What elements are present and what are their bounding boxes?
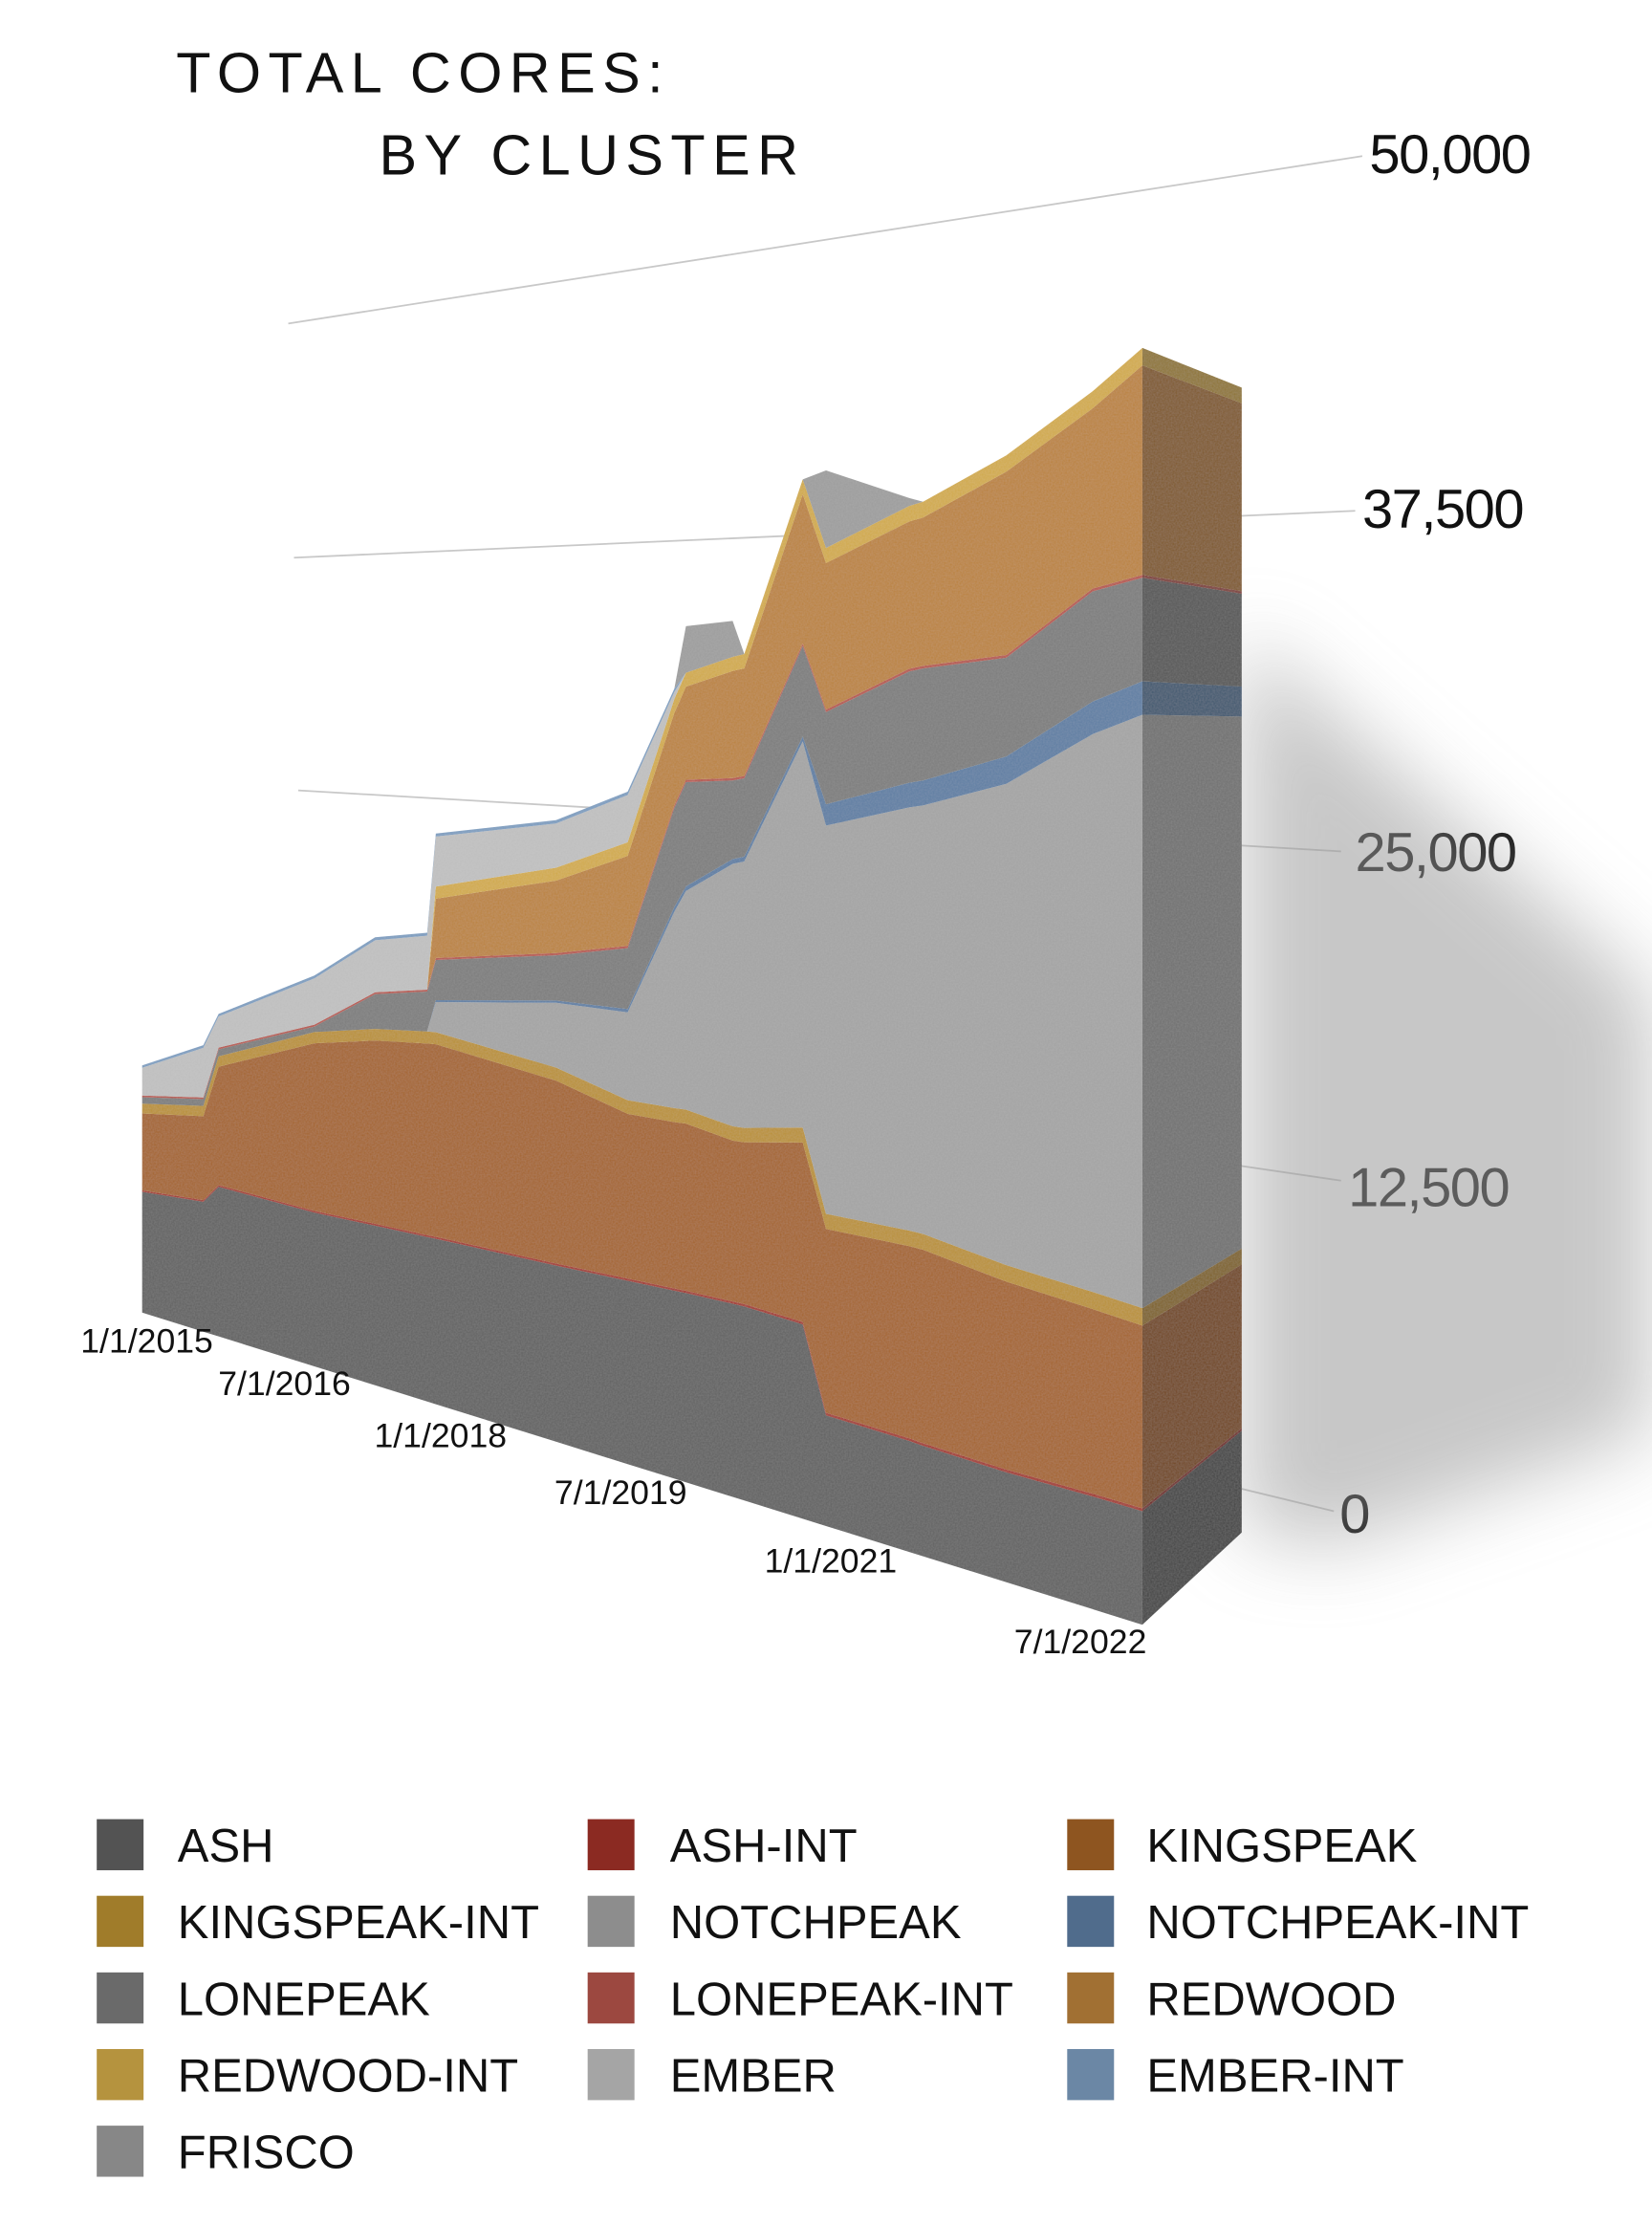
legend-label: ASH [178,1821,274,1872]
area-kingspeak-int [141,1029,1142,1326]
legend-label: EMBER [670,2050,837,2102]
area-lonepeak-int [141,575,1142,1100]
legend-item-ash-int: ASH-INT [587,1819,858,1872]
x-tick-label: 7/1/2022 [1014,1623,1147,1661]
legend-label: EMBER-INT [1146,2050,1403,2102]
legend-item-kingspeak: KINGSPEAK [1067,1819,1418,1872]
area-notchpeak [141,714,1142,1309]
side-area-ash-int [1141,1428,1242,1512]
legend-item-notchpeak-int: NOTCHPEAK-INT [1067,1895,1529,1949]
chart-side-face [1141,347,1242,1625]
y-tick-label: 37,500 [1362,479,1523,540]
area-ash [141,1187,1142,1625]
area-ember [141,347,1142,1098]
legend-swatch [587,1972,635,2024]
legend-swatch [97,1895,144,1948]
legend-item-redwood: REDWOOD [1067,1972,1397,2025]
legend-label: NOTCHPEAK-INT [1146,1897,1529,1949]
legend-label: REDWOOD-INT [178,2050,518,2102]
gridline [288,155,1363,325]
legend-label: KINGSPEAK [1146,1821,1417,1872]
legend-item-ember: EMBER [587,2048,837,2102]
x-tick-label: 1/1/2018 [374,1417,507,1455]
side-area-redwood [1141,365,1242,592]
side-area-lonepeak-int [1141,575,1242,594]
legend-swatch [1067,2048,1115,2101]
chart-title: TOTAL CORES: [176,40,670,104]
legend-item-lonepeak-int: LONEPEAK-INT [587,1972,1013,2025]
shadow-shape [1241,631,1652,1547]
legend-swatch [1067,1972,1115,2024]
legend-label: LONEPEAK-INT [670,1974,1013,2025]
area-redwood [141,365,1142,1098]
legend-item-frisco: FRISCO [97,2126,355,2179]
legend-item-redwood-int: REDWOOD-INT [97,2048,518,2102]
x-tick-label: 1/1/2015 [80,1321,213,1360]
area-kingspeak [141,1040,1142,1509]
legend-swatch [97,2126,144,2177]
y-tick-label: 50,000 [1369,124,1530,185]
chart-subtitle: BY CLUSTER [380,123,806,187]
legend-label: ASH-INT [670,1821,858,1872]
side-area-notchpeak [1141,714,1242,1309]
side-area-kingspeak-int [1141,1248,1242,1326]
chart-front-face [141,347,1142,1625]
legend-label: REDWOOD [1146,1974,1396,2025]
legend-swatch [97,1972,144,2024]
legend-label: FRISCO [178,2127,355,2179]
area-lonepeak [141,578,1142,1106]
legend-item-ash: ASH [97,1819,274,1872]
legend-label: KINGSPEAK-INT [178,1897,539,1949]
legend-item-notchpeak: NOTCHPEAK [587,1895,962,1949]
legend-item-lonepeak: LONEPEAK [97,1972,430,2025]
x-tick-label: 7/1/2019 [554,1473,687,1512]
legend-swatch [97,2048,144,2101]
legend-swatch [587,1895,635,1948]
legend-item-kingspeak-int: KINGSPEAK-INT [97,1895,539,1949]
legend-swatch [587,2048,635,2101]
legend-swatch [1067,1895,1115,1948]
area-notchpeak-int [141,681,1142,1106]
legend-swatch [97,1819,144,1870]
chart-shadow [1241,631,1652,1547]
legend-label: LONEPEAK [178,1974,430,2025]
legend-swatch [587,1819,635,1870]
side-area-ash [1141,1430,1242,1625]
side-area-lonepeak [1141,578,1242,687]
side-area-kingspeak [1141,1264,1242,1509]
legend-item-ember-int: EMBER-INT [1067,2048,1404,2102]
side-area-redwood-int [1141,347,1242,404]
x-tick-label: 1/1/2021 [765,1541,898,1580]
x-tick-label: 7/1/2016 [218,1364,351,1403]
side-area-notchpeak-int [1141,681,1242,717]
legend-label: NOTCHPEAK [670,1897,962,1949]
legend-swatch [1067,1819,1115,1870]
legend: ASH ASH-INT KINGSPEAK KINGSPEAK-INT NOTCHPEA… [97,1819,1529,2179]
